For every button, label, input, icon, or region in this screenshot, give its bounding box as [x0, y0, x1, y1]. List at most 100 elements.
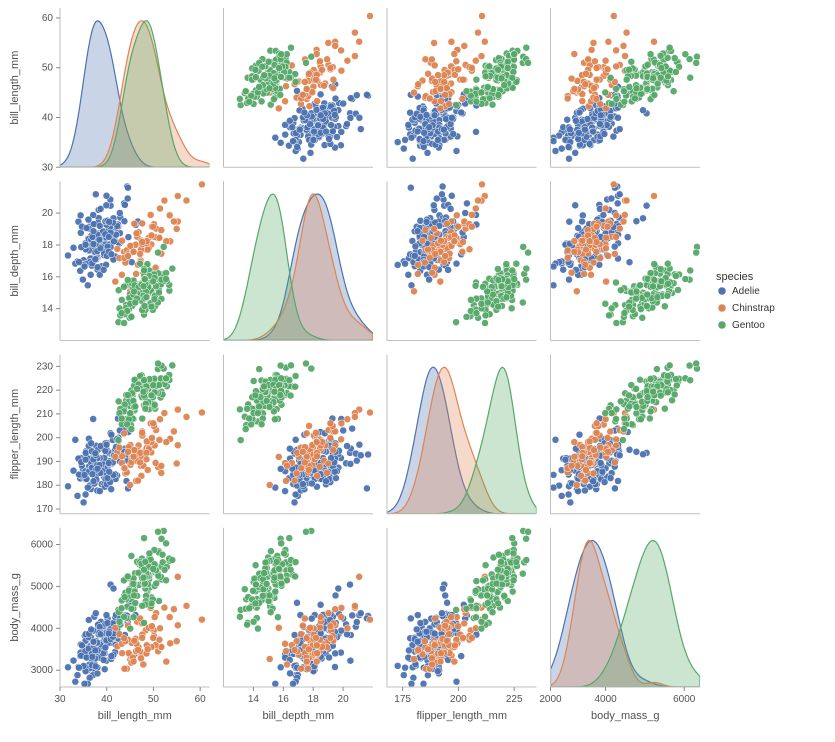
scatter-point [325, 39, 332, 46]
scatter-point [327, 420, 334, 427]
scatter-point [611, 250, 618, 257]
scatter-point [347, 460, 354, 467]
scatter-point [552, 436, 559, 443]
scatter-point [523, 557, 530, 564]
scatter-point [148, 623, 155, 630]
ylabel: flipper_length_mm [9, 389, 21, 480]
scatter-point [414, 128, 421, 135]
scatter-point [437, 105, 444, 112]
scatter-point [494, 266, 501, 273]
scatter-point [146, 550, 153, 557]
scatter-point [495, 551, 502, 558]
scatter-point [463, 313, 470, 320]
ytick-label: 170 [36, 504, 53, 515]
scatter-point [484, 84, 491, 91]
scatter-point [351, 53, 358, 60]
scatter-point [283, 83, 290, 90]
scatter-point [620, 42, 627, 49]
scatter-point [174, 442, 181, 449]
scatter-point [468, 634, 475, 641]
scatter-point [607, 113, 614, 120]
scatter-point [266, 656, 273, 663]
scatter-point [560, 266, 567, 273]
xlabel: flipper_length_mm [417, 710, 508, 722]
scatter-point [340, 100, 347, 107]
scatter-point [519, 570, 526, 577]
scatter-point [161, 410, 168, 417]
scatter-point [143, 456, 150, 463]
scatter-point [301, 78, 308, 85]
scatter-point [94, 264, 101, 271]
scatter-point [141, 276, 148, 283]
scatter-point [125, 234, 132, 241]
scatter-point [646, 415, 653, 422]
scatter-point [558, 492, 565, 499]
scatter-point [166, 212, 173, 219]
scatter-point [654, 294, 661, 301]
scatter-point [431, 62, 438, 69]
scatter-point [278, 375, 285, 382]
scatter-point [443, 220, 450, 227]
scatter-point [246, 415, 253, 422]
scatter-point [150, 634, 157, 641]
scatter-point [237, 102, 244, 109]
scatter-point [317, 91, 324, 98]
scatter-point [687, 74, 694, 81]
scatter-point [593, 95, 600, 102]
scatter-point [90, 241, 97, 248]
scatter-point [571, 238, 578, 245]
scatter-point [266, 592, 273, 599]
scatter-point [571, 248, 578, 255]
scatter-point [77, 229, 84, 236]
scatter-point [509, 535, 516, 542]
scatter-point [437, 278, 444, 285]
scatter-point [275, 453, 282, 460]
scatter-point [327, 623, 334, 630]
scatter-point [443, 637, 450, 644]
scatter-point [613, 47, 620, 54]
scatter-point [167, 640, 174, 647]
scatter-point [254, 625, 261, 632]
ytick-label: 200 [36, 433, 53, 444]
scatter-point [144, 246, 151, 253]
scatter-point [261, 72, 268, 79]
scatter-point [198, 409, 205, 416]
scatter-point [298, 665, 305, 672]
scatter-point [273, 558, 280, 565]
scatter-point [81, 680, 88, 687]
scatter-point [152, 459, 159, 466]
scatter-point [666, 44, 673, 51]
panel-0-0: 30405060bill_length_mm [9, 8, 210, 173]
scatter-point [478, 53, 485, 60]
scatter-point [525, 59, 532, 66]
scatter-point [332, 475, 339, 482]
scatter-point [682, 51, 689, 58]
scatter-point [453, 148, 460, 155]
scatter-point [140, 574, 147, 581]
scatter-point [603, 234, 610, 241]
scatter-point [306, 103, 313, 110]
scatter-point [150, 223, 157, 230]
scatter-point [482, 312, 489, 319]
scatter-point [338, 67, 345, 74]
scatter-point [429, 269, 436, 276]
scatter-point [161, 566, 168, 573]
scatter-point [281, 550, 288, 557]
xtick-label: 6000 [673, 694, 696, 705]
scatter-point [510, 577, 517, 584]
scatter-point [468, 223, 475, 230]
scatter-point [621, 211, 628, 218]
xlabel: bill_depth_mm [262, 710, 334, 722]
scatter-point [568, 269, 575, 276]
scatter-point [400, 672, 407, 679]
panel-3-2: 175200225flipper_length_mm [387, 527, 537, 722]
scatter-point [332, 606, 339, 613]
scatter-point [365, 451, 372, 458]
legend-marker [718, 304, 726, 312]
scatter-point [431, 39, 438, 46]
ylabel: bill_depth_mm [9, 225, 21, 297]
scatter-point [552, 148, 559, 155]
scatter-point [438, 610, 445, 617]
ytick-label: 4000 [31, 623, 54, 634]
scatter-point [170, 218, 177, 225]
